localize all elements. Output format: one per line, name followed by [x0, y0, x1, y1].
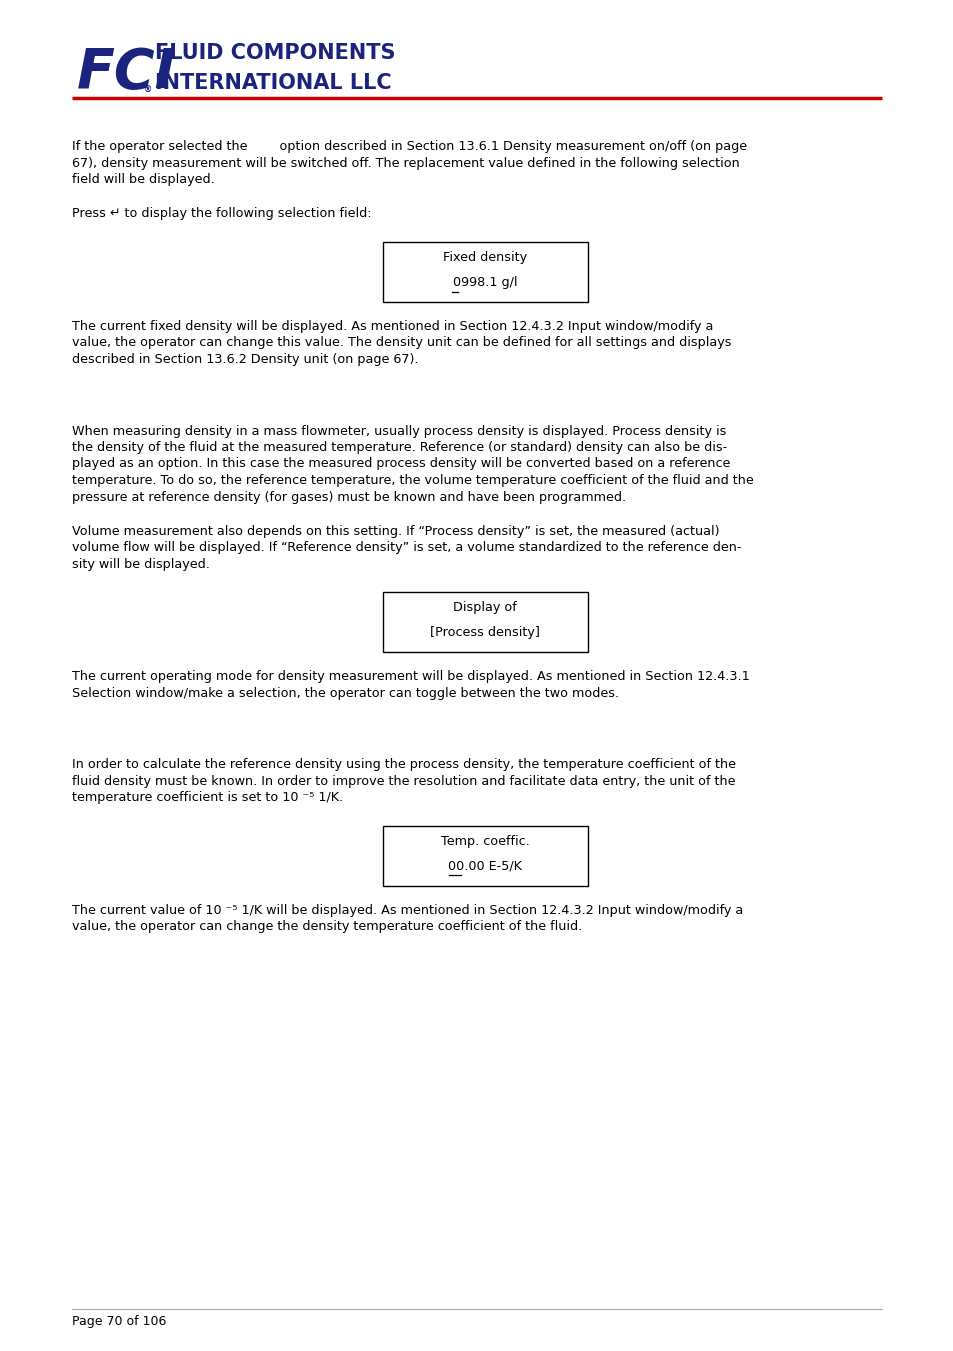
Text: [Process density]: [Process density]: [430, 627, 539, 639]
Text: In order to calculate the reference density using the process density, the tempe: In order to calculate the reference dens…: [71, 758, 735, 771]
Text: 0998.1 g/l: 0998.1 g/l: [453, 276, 517, 289]
Text: 00.00 E-5/K: 00.00 E-5/K: [448, 861, 521, 873]
Text: fluid density must be known. In order to improve the resolution and facilitate d: fluid density must be known. In order to…: [71, 775, 735, 788]
Text: value, the operator can change this value. The density unit can be defined for a: value, the operator can change this valu…: [71, 336, 731, 350]
Text: Display of: Display of: [453, 601, 517, 615]
Text: temperature coefficient is set to 10 ⁻⁵ 1/K.: temperature coefficient is set to 10 ⁻⁵ …: [71, 792, 343, 804]
Text: FLUID COMPONENTS: FLUID COMPONENTS: [154, 43, 395, 63]
Text: volume flow will be displayed. If “Reference density” is set, a volume standardi: volume flow will be displayed. If “Refer…: [71, 542, 740, 554]
Text: the density of the fluid at the measured temperature. Reference (or standard) de: the density of the fluid at the measured…: [71, 440, 726, 454]
Text: If the operator selected the        option described in Section 13.6.1 Density m: If the operator selected the option desc…: [71, 141, 746, 153]
Text: played as an option. In this case the measured process density will be converted: played as an option. In this case the me…: [71, 458, 730, 470]
Text: temperature. To do so, the reference temperature, the volume temperature coeffic: temperature. To do so, the reference tem…: [71, 474, 753, 486]
Bar: [382, 825, 587, 886]
Text: FCI: FCI: [77, 46, 176, 100]
Text: 67), density measurement will be switched off. The replacement value defined in : 67), density measurement will be switche…: [71, 157, 739, 169]
Text: Fixed density: Fixed density: [442, 251, 526, 263]
Text: Page 70 of 106: Page 70 of 106: [71, 1315, 166, 1328]
Text: When measuring density in a mass flowmeter, usually process density is displayed: When measuring density in a mass flowmet…: [71, 424, 725, 438]
Bar: [382, 593, 587, 653]
Text: The current fixed density will be displayed. As mentioned in Section 12.4.3.2 In: The current fixed density will be displa…: [71, 320, 713, 332]
Text: Temp. coeffic.: Temp. coeffic.: [440, 835, 529, 848]
Text: Selection window/make a selection, the operator can toggle between the two modes: Selection window/make a selection, the o…: [71, 688, 618, 700]
Text: Volume measurement also depends on this setting. If “Process density” is set, th: Volume measurement also depends on this …: [71, 526, 719, 538]
Text: described in Section 13.6.2 Density unit (on page 67).: described in Section 13.6.2 Density unit…: [71, 353, 418, 366]
Text: Press ↵ to display the following selection field:: Press ↵ to display the following selecti…: [71, 208, 372, 220]
Text: field will be displayed.: field will be displayed.: [71, 173, 214, 186]
Text: INTERNATIONAL LLC: INTERNATIONAL LLC: [154, 73, 392, 93]
Text: The current value of 10 ⁻⁵ 1/K will be displayed. As mentioned in Section 12.4.3: The current value of 10 ⁻⁵ 1/K will be d…: [71, 904, 742, 917]
Text: ®: ®: [144, 85, 152, 95]
Text: sity will be displayed.: sity will be displayed.: [71, 558, 210, 571]
Text: The current operating mode for density measurement will be displayed. As mention: The current operating mode for density m…: [71, 670, 749, 684]
Text: pressure at reference density (for gases) must be known and have been programmed: pressure at reference density (for gases…: [71, 490, 625, 504]
Text: value, the operator can change the density temperature coefficient of the fluid.: value, the operator can change the densi…: [71, 920, 581, 934]
Bar: [382, 242, 587, 303]
